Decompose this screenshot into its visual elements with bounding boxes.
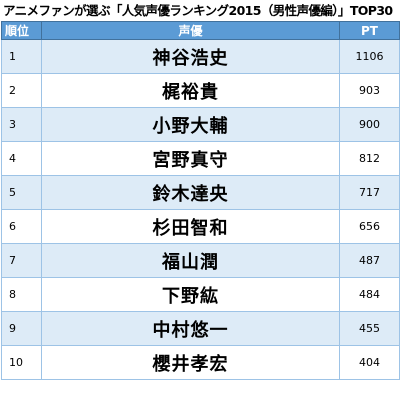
page-title: アニメファンが選ぶ「人気声優ランキング2015（男性声優編）」TOP30	[3, 3, 393, 18]
voice-actor-name: 小野大輔	[41, 107, 340, 142]
voice-actor-name: 福山潤	[41, 243, 340, 278]
voice-actor-name: 鈴木達央	[41, 175, 340, 210]
rank-cell: 10	[1, 345, 42, 380]
voice-actor-name: 宮野真守	[41, 141, 340, 176]
points-cell: 717	[339, 175, 400, 210]
voice-actor-name: 櫻井孝宏	[41, 345, 340, 380]
rank-cell: 9	[1, 311, 42, 346]
rank-cell: 2	[1, 73, 42, 108]
table-row: 4 宮野真守 812	[1, 141, 400, 176]
rank-cell: 8	[1, 277, 42, 312]
rank-cell: 1	[1, 39, 42, 74]
column-header-name: 声優	[41, 21, 340, 40]
table-row: 9 中村悠一 455	[1, 311, 400, 346]
table-row: 6 杉田智和 656	[1, 209, 400, 244]
points-cell: 656	[339, 209, 400, 244]
voice-actor-name: 神谷浩史	[41, 39, 340, 74]
table-header-row: 順位 声優 PT	[1, 21, 400, 40]
points-cell: 812	[339, 141, 400, 176]
voice-actor-name: 下野紘	[41, 277, 340, 312]
table-row: 8 下野紘 484	[1, 277, 400, 312]
table-row: 7 福山潤 487	[1, 243, 400, 278]
column-header-points: PT	[339, 21, 400, 40]
points-cell: 455	[339, 311, 400, 346]
voice-actor-name: 梶裕貴	[41, 73, 340, 108]
ranking-table: 順位 声優 PT 1 神谷浩史 1106 2 梶裕貴 903 3 小野大輔 90…	[1, 21, 400, 380]
voice-actor-name: 杉田智和	[41, 209, 340, 244]
points-cell: 903	[339, 73, 400, 108]
table-row: 3 小野大輔 900	[1, 107, 400, 142]
points-cell: 404	[339, 345, 400, 380]
column-header-rank: 順位	[1, 21, 42, 40]
rank-cell: 7	[1, 243, 42, 278]
points-cell: 484	[339, 277, 400, 312]
points-cell: 487	[339, 243, 400, 278]
table-row: 2 梶裕貴 903	[1, 73, 400, 108]
points-cell: 900	[339, 107, 400, 142]
points-cell: 1106	[339, 39, 400, 74]
rank-cell: 3	[1, 107, 42, 142]
rank-cell: 5	[1, 175, 42, 210]
table-row: 5 鈴木達央 717	[1, 175, 400, 210]
table-row: 10 櫻井孝宏 404	[1, 345, 400, 380]
voice-actor-name: 中村悠一	[41, 311, 340, 346]
rank-cell: 6	[1, 209, 42, 244]
table-row: 1 神谷浩史 1106	[1, 39, 400, 74]
rank-cell: 4	[1, 141, 42, 176]
